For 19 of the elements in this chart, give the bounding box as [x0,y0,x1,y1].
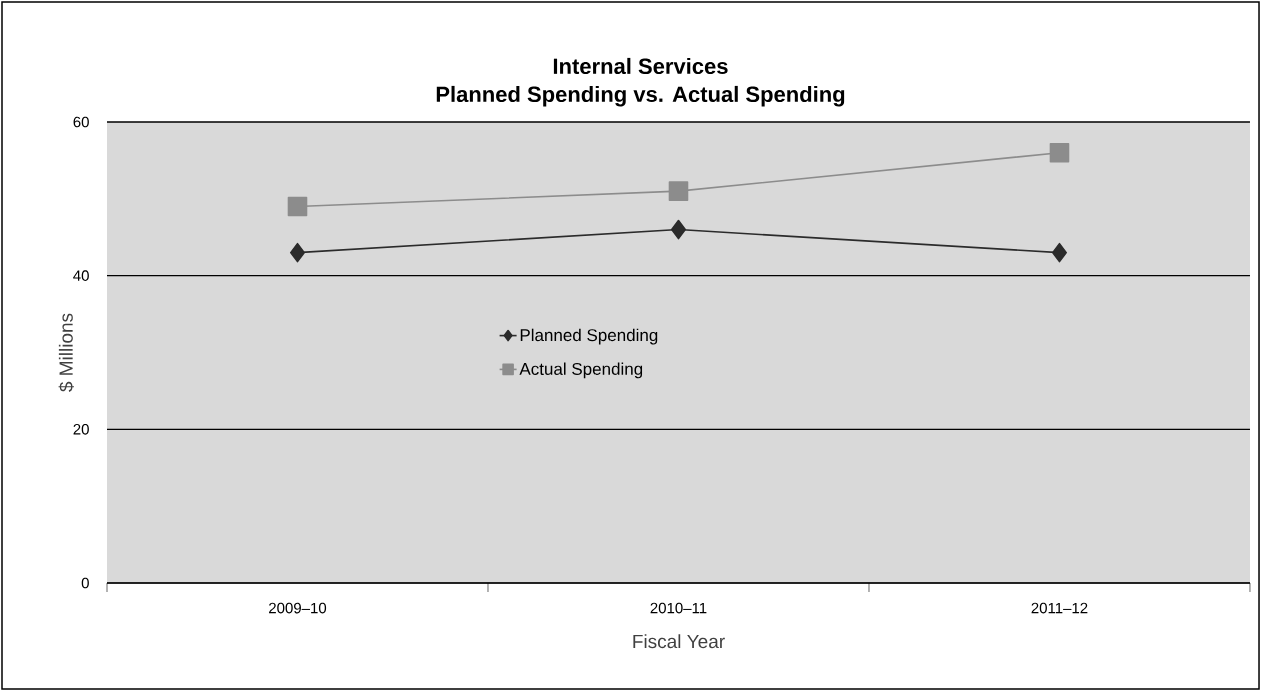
y-tick-label: 60 [73,116,89,128]
chart-subtitle: Planned Spending vs. Actual Spending [436,85,845,107]
point [670,219,687,240]
y-tick-label: 0 [81,577,89,589]
point [1049,142,1070,163]
x-axis-title: Fiscal Year [633,634,725,649]
legend-label: Actual Spending [519,362,643,379]
x-tick-label: 2009–10 [269,602,327,614]
point [287,196,308,217]
legend-label: Planned Spending [520,328,658,345]
chart-title: Internal Services [553,57,728,75]
point [289,242,306,263]
y-tick-label: 20 [73,424,89,435]
x-tick-label: 2011–12 [1031,602,1088,614]
x-tick-label: 2010–11 [650,602,707,614]
y-tick-label: 40 [73,270,89,281]
y-axis-title: $ Millions [58,313,74,392]
point [668,181,689,201]
point [1051,242,1068,263]
